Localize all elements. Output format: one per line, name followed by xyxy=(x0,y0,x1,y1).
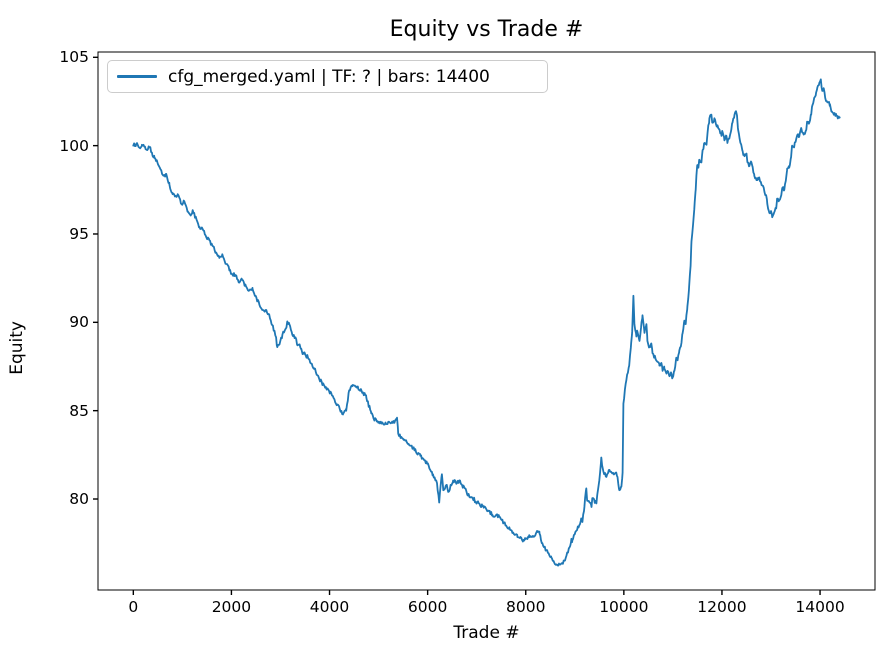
x-axis-label: Trade # xyxy=(453,623,520,643)
x-tick-label: 12000 xyxy=(697,598,747,616)
y-tick-label: 100 xyxy=(59,136,89,155)
equity-line-series xyxy=(132,78,841,567)
x-tick-label: 4000 xyxy=(309,598,350,616)
y-tick-label: 95 xyxy=(69,224,89,243)
x-tick-label: 10000 xyxy=(599,598,649,616)
x-tick-label: 0 xyxy=(128,598,139,616)
legend-line-sample-icon xyxy=(117,75,157,78)
plot-border xyxy=(97,51,876,591)
chart-title: Equity vs Trade # xyxy=(389,17,584,42)
legend: cfg_merged.yaml | TF: ? | bars: 14400 xyxy=(107,60,548,93)
legend-label: cfg_merged.yaml | TF: ? | bars: 14400 xyxy=(168,66,490,87)
y-tick-label: 85 xyxy=(69,401,89,420)
x-tick-label: 2000 xyxy=(211,598,252,616)
y-tick-label: 105 xyxy=(59,48,89,67)
y-tick-label: 90 xyxy=(69,313,89,332)
x-tick-label: 8000 xyxy=(506,598,546,616)
x-tick-label: 6000 xyxy=(407,598,448,616)
x-tick-label: 14000 xyxy=(795,598,845,616)
y-tick-label: 80 xyxy=(69,490,89,508)
